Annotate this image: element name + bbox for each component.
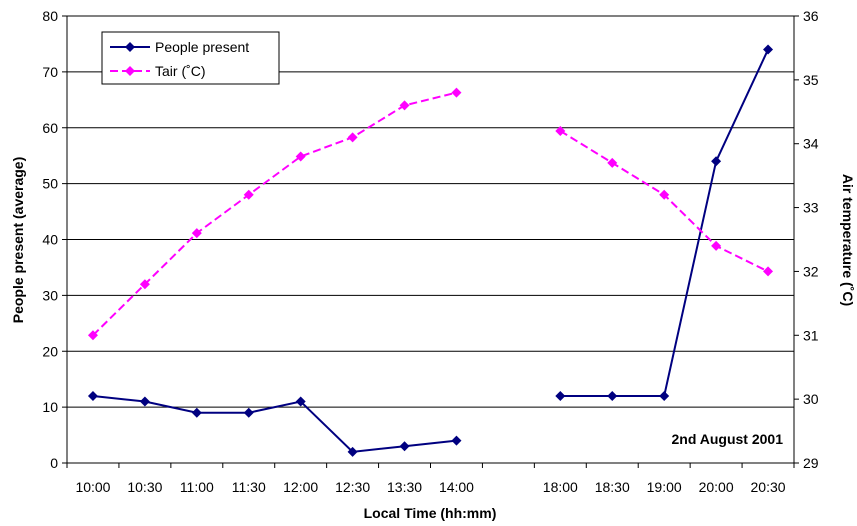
x-tick-label-10: 18:30 — [595, 479, 630, 495]
left-tick-label-0: 0 — [50, 455, 58, 471]
x-tick-label-9: 18:00 — [543, 479, 578, 495]
right-tick-label-2: 31 — [803, 327, 819, 343]
x-tick-label-3: 11:30 — [232, 479, 266, 495]
x-axis-ticks: 10:00 10:30 11:00 11:30 12:00 12:30 13:30 14:00… — [66, 463, 795, 495]
x-axis-title: Local Time (hh:mm) — [364, 505, 497, 521]
series-0-point-1-0 — [555, 390, 566, 401]
series-1-point-1-2 — [659, 189, 670, 200]
left-tick-label-1: 10 — [42, 399, 58, 415]
series-0-line-1 — [560, 49, 769, 397]
series-0-point-1-2 — [659, 390, 670, 401]
legend-marker-tair — [125, 66, 135, 76]
left-tick-label-4: 40 — [42, 232, 58, 248]
legend-box — [101, 31, 280, 85]
left-tick-label-6: 60 — [42, 120, 58, 136]
right-tick-label-3: 32 — [803, 263, 819, 279]
series-1-point-0-6 — [399, 100, 410, 111]
left-tick-label-8: 80 — [42, 8, 58, 24]
left-tick-label-5: 50 — [42, 176, 58, 192]
series-1-point-0-0 — [87, 330, 98, 341]
gridlines — [67, 71, 794, 408]
series-1-point-1-1 — [607, 157, 618, 168]
left-tick-label-7: 70 — [42, 64, 58, 80]
right-tick-label-7: 36 — [803, 8, 819, 24]
right-tick-label-1: 30 — [803, 391, 819, 407]
right-axis-title: Air temperature (˚C) — [840, 174, 856, 306]
x-tick-label-7: 14:00 — [439, 479, 474, 495]
series-0-point-0-6 — [399, 441, 410, 452]
x-tick-label-4: 12:00 — [283, 479, 318, 495]
right-tick-label-4: 33 — [803, 200, 819, 216]
legend: People present Tair (˚C) — [101, 31, 280, 85]
left-axis-ticks: 0 10 20 30 40 50 60 70 80 — [42, 8, 67, 471]
left-tick-label-3: 30 — [42, 287, 58, 303]
series-0-point-0-5 — [347, 446, 358, 457]
legend-marker-people — [125, 42, 135, 52]
series-0-point-0-4 — [295, 396, 306, 407]
series-1-point-0-2 — [191, 228, 202, 239]
left-axis-title: People present (average) — [10, 157, 26, 324]
series-1-point-0-3 — [243, 189, 254, 200]
legend-label-people: People present — [155, 39, 249, 55]
x-tick-label-1: 10:30 — [127, 479, 162, 495]
series-1-line-1 — [559, 130, 769, 273]
date-annotation: 2nd August 2001 — [671, 431, 783, 447]
series-0-line-0 — [92, 394, 457, 453]
series-0-point-0-0 — [87, 390, 98, 401]
legend-entry-tair: Tair (˚C) — [110, 63, 206, 79]
series-1 — [87, 87, 774, 341]
x-tick-label-12: 20:00 — [699, 479, 734, 495]
series-1-point-0-5 — [347, 132, 358, 143]
series-layer — [87, 44, 774, 457]
series-1-point-0-1 — [139, 279, 150, 290]
x-tick-label-11: 19:00 — [647, 479, 682, 495]
right-axis-ticks: 29 30 31 32 33 34 35 36 — [794, 8, 819, 471]
x-tick-label-13: 20:30 — [751, 479, 786, 495]
series-1-point-1-4 — [763, 266, 774, 277]
series-1-line-0 — [92, 91, 457, 336]
series-0-point-0-7 — [451, 435, 462, 446]
left-tick-label-2: 20 — [42, 343, 58, 359]
series-0-point-1-4 — [763, 44, 774, 55]
series-0-point-0-3 — [243, 407, 254, 418]
x-tick-label-5: 12:30 — [335, 479, 370, 495]
right-tick-label-6: 35 — [803, 72, 819, 88]
series-0-point-0-2 — [191, 407, 202, 418]
right-tick-label-5: 34 — [803, 136, 819, 152]
series-1-point-1-0 — [555, 125, 566, 136]
series-0-point-0-1 — [139, 396, 150, 407]
series-0 — [87, 44, 774, 457]
series-1-point-0-7 — [451, 87, 462, 98]
series-1-point-1-3 — [711, 240, 722, 251]
series-0-point-1-3 — [711, 156, 722, 167]
x-tick-label-2: 11:00 — [180, 479, 214, 495]
legend-entry-people: People present — [110, 39, 249, 55]
right-tick-label-0: 29 — [803, 455, 819, 471]
legend-label-tair: Tair (˚C) — [155, 63, 206, 79]
series-0-point-1-1 — [607, 390, 618, 401]
series-1-point-0-4 — [295, 151, 306, 162]
x-tick-label-0: 10:00 — [75, 479, 110, 495]
x-tick-label-6: 13:30 — [387, 479, 422, 495]
